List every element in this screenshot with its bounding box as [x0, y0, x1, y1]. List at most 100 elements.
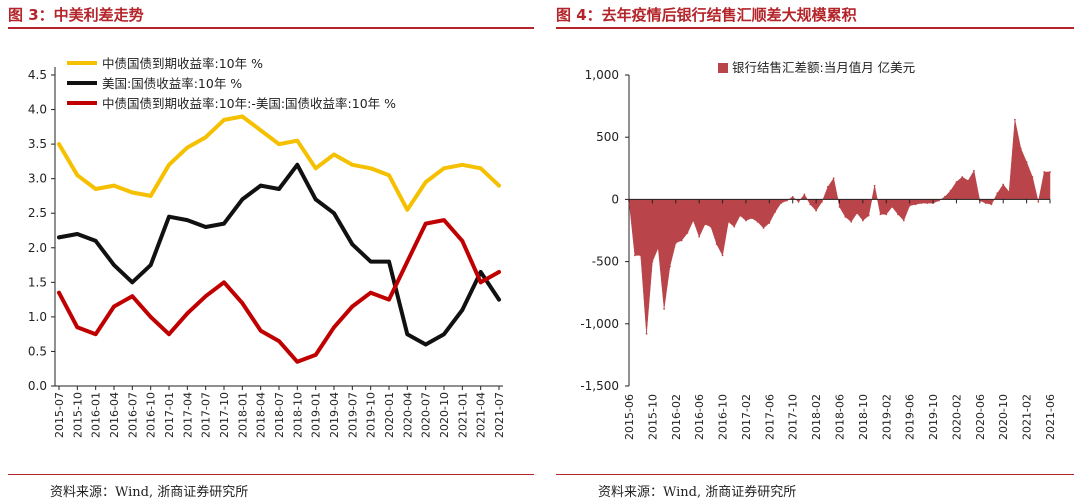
left-series-3-point — [442, 218, 446, 222]
left-series-1-point — [350, 163, 355, 167]
right-x-tick-label: 2015-06 — [623, 394, 636, 440]
right-data-point — [645, 332, 648, 335]
right-data-point — [821, 200, 823, 203]
right-legend-swatch — [718, 63, 728, 73]
right-data-point — [633, 254, 636, 257]
left-series-2-point — [478, 270, 483, 274]
left-series-1-point — [185, 145, 190, 150]
left-y-tick-label: 3.5 — [28, 137, 47, 151]
left-series-1-point — [57, 142, 61, 146]
left-y-tick-label: 4.5 — [28, 68, 47, 82]
left-x-tick-label: 2019-10 — [365, 392, 378, 438]
right-data-point — [955, 181, 958, 183]
left-series-2-point — [93, 239, 98, 243]
right-data-point — [879, 213, 882, 216]
right-bottom-rule — [556, 474, 1074, 475]
right-y-tick-label: 1,000 — [585, 68, 619, 82]
left-series-1-point — [332, 152, 336, 157]
right-legend-label: 银行结售汇差额:当月值月 亿美元 — [732, 60, 915, 75]
right-chart-title: 图 4：去年疫情后银行结售汇顺差大规模累积 — [556, 6, 857, 24]
left-series-2-point — [295, 163, 300, 167]
left-y-tick-label: 2.5 — [28, 206, 47, 220]
right-data-point — [1043, 171, 1046, 173]
left-series-2-point — [368, 259, 373, 264]
right-data-point — [885, 213, 888, 216]
left-x-tick-label: 2017-04 — [181, 392, 194, 438]
left-x-tick-label: 2017-07 — [200, 392, 213, 438]
right-x-tick-label: 2017-10 — [787, 394, 800, 440]
right-x-tick-label: 2019-02 — [880, 394, 893, 440]
left-series-1-point — [222, 118, 226, 122]
right-x-tick-label: 2020-06 — [974, 394, 987, 440]
right-data-point — [809, 203, 812, 206]
right-data-point — [1025, 161, 1028, 163]
right-area-chart: -1,500 -1,000 -500 0 500 1,000 2015-06 2015-10 2… — [580, 60, 1057, 440]
left-series-3-point — [368, 290, 373, 295]
left-chart-panel: 图 3：中美利差走势 0.0 0.5 1.0 1.5 2.0 2.5 3.0 3.5 4.0 4.… — [8, 6, 534, 500]
left-series-1-point — [167, 163, 171, 167]
right-data-point — [803, 193, 806, 196]
right-data-point — [791, 196, 794, 198]
right-data-point — [873, 184, 876, 187]
left-series-2-point — [57, 235, 61, 240]
right-y-tick-label: 500 — [596, 130, 619, 144]
left-series-3-point — [203, 294, 208, 298]
left-series-1-point — [277, 142, 281, 146]
right-x-tick-label: 2018-06 — [834, 394, 847, 440]
right-data-point — [1037, 200, 1040, 203]
left-series-1-point — [387, 173, 391, 178]
left-x-tick-label: 2017-01 — [163, 392, 176, 438]
left-x-tick-label: 2021-04 — [475, 392, 488, 438]
right-data-point — [657, 247, 660, 249]
right-data-point — [663, 307, 665, 310]
right-data-point — [756, 220, 759, 223]
right-data-point — [721, 254, 724, 257]
left-y-tick-label: 3.0 — [28, 172, 47, 186]
left-series-3-point — [332, 325, 336, 330]
right-data-point — [844, 215, 847, 218]
left-series-line-1 — [57, 114, 501, 212]
left-series-2-point — [405, 332, 410, 336]
left-series-2-point — [442, 332, 446, 336]
right-x-tick-label: 2021-02 — [1021, 394, 1034, 440]
left-series-1-point — [423, 180, 428, 184]
left-x-tick-label: 2020-10 — [438, 392, 451, 438]
left-series-1-point — [442, 166, 446, 171]
right-data-point — [867, 214, 870, 217]
right-data-point — [785, 199, 788, 202]
left-series-2-point — [387, 259, 391, 264]
right-data-point — [1008, 191, 1010, 193]
right-y-tick-label: -500 — [592, 255, 619, 269]
left-y-tick-label: 0.5 — [28, 344, 47, 358]
left-series-2-point — [185, 218, 190, 222]
right-area-fill — [628, 119, 1051, 334]
right-data-point — [902, 219, 905, 222]
right-x-tick-label: 2017-02 — [740, 394, 753, 440]
right-x-tick-label: 2019-06 — [904, 394, 917, 440]
right-data-point — [861, 219, 864, 222]
left-bottom-rule — [8, 474, 534, 475]
left-series-3-point — [387, 297, 391, 302]
left-series-3-point — [313, 353, 318, 357]
left-series-1-point — [112, 183, 116, 188]
left-series-2-point — [240, 197, 245, 202]
right-data-point — [768, 222, 771, 224]
left-series-1-point — [313, 166, 318, 171]
right-data-point — [639, 254, 642, 257]
right-data-point — [949, 189, 952, 192]
left-series-3-point — [460, 239, 465, 243]
right-data-point — [680, 239, 683, 242]
right-data-point — [990, 203, 993, 206]
left-x-tick-label: 2020-01 — [383, 392, 396, 438]
left-y-tick-label: 2.0 — [28, 241, 47, 255]
right-data-point — [996, 192, 999, 195]
right-data-point — [797, 200, 800, 203]
right-data-point — [715, 243, 718, 246]
right-data-point — [669, 265, 671, 268]
left-line-chart: 0.0 0.5 1.0 1.5 2.0 2.5 3.0 3.5 4.0 4.5 2015-07 201… — [28, 56, 506, 438]
left-series-1-point — [75, 173, 80, 178]
left-x-tick-label: 2017-10 — [218, 392, 231, 438]
right-data-point — [692, 219, 695, 222]
left-x-tick-label: 2020-07 — [420, 392, 433, 438]
right-x-tick-label: 2018-02 — [810, 394, 823, 440]
